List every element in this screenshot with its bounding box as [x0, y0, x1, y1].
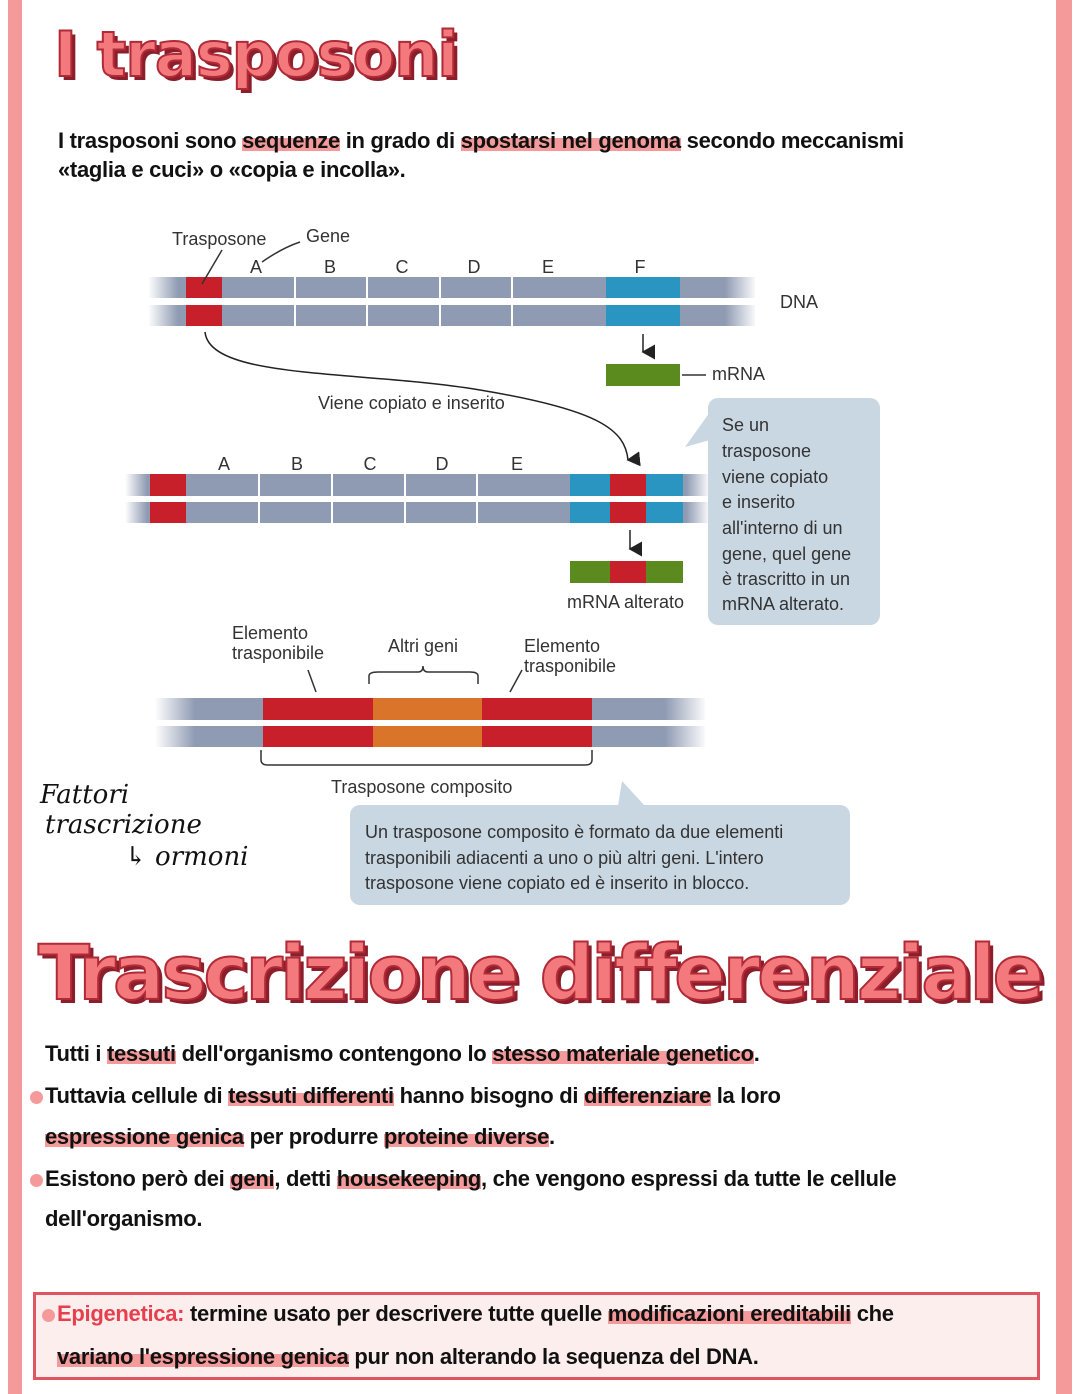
handwritten-note: ↳ ormoni	[125, 842, 249, 872]
text-line: espressione genica per produrre proteine…	[45, 1124, 555, 1150]
highlighted-text: geni	[230, 1166, 275, 1191]
label-element-left: Elemento	[232, 623, 308, 643]
svg-text:è trascritto in un: è trascritto in un	[722, 569, 850, 589]
label-composite: Trasposone composito	[331, 777, 512, 797]
section-title-trascrizione: Trascrizione differenziale	[37, 927, 1045, 1018]
svg-text:trasposone: trasposone	[722, 441, 811, 461]
dna-row-modified	[125, 472, 710, 525]
label-mrna-altered: mRNA alterato	[567, 592, 684, 612]
dna-row-original	[148, 275, 757, 328]
text-segment: in grado di	[339, 128, 461, 153]
text-segment: per produrre	[243, 1124, 384, 1149]
bullet-icon	[30, 1091, 43, 1104]
highlighted-text: housekeeping	[336, 1166, 482, 1191]
text-line: dell'organismo.	[45, 1206, 203, 1232]
text-segment: Tuttavia cellule di	[45, 1083, 229, 1108]
transposon-diagram: Trasposone Gene A B C D E F DNA mRNA Vie…	[125, 226, 880, 905]
label-gene: Gene	[306, 226, 350, 246]
label-trasposone: Trasposone	[172, 229, 266, 249]
label-copied-inserted: Viene copiato e inserito	[318, 393, 505, 413]
text-segment: hanno bisogno di	[393, 1083, 584, 1108]
highlighted-text: modificazioni ereditabili	[607, 1301, 851, 1326]
highlighted-text: differenziare	[583, 1083, 711, 1108]
text-line: Esistono però dei geni, detti housekeepi…	[45, 1166, 897, 1192]
text-line: Tuttavia cellule di tessuti differenti h…	[45, 1083, 781, 1109]
highlighted-text: tessuti differenti	[228, 1083, 394, 1108]
term-label: Epigenetica:	[57, 1301, 185, 1326]
text-segment: , che vengono espressi da tutte le cellu…	[481, 1166, 897, 1191]
text-line: Tutti i tessuti dell'organismo contengon…	[45, 1041, 760, 1067]
highlighted-text: tessuti	[106, 1041, 176, 1066]
text-segment: .	[549, 1124, 555, 1149]
svg-text:Un trasposone composito è form: Un trasposone composito è formato da due…	[365, 822, 783, 842]
gene-label: B	[324, 257, 336, 277]
text-segment: termine usato per descrivere tutte quell…	[184, 1301, 608, 1326]
dna-row-composite	[155, 696, 707, 749]
intro-line: «taglia e cuci» o «copia e incolla».	[58, 157, 406, 183]
svg-text:all'interno di un: all'interno di un	[722, 518, 843, 538]
epigenetics-line: Epigenetica: termine usato per descriver…	[57, 1301, 894, 1327]
handwritten-note: trascrizione	[45, 810, 202, 840]
gene-label: F	[635, 257, 646, 277]
highlighted-text: proteine diverse	[383, 1124, 550, 1149]
gene-label: A	[250, 257, 262, 277]
gene-label: E	[542, 257, 554, 277]
callout-composite: Un trasposone composito è formato da due…	[350, 781, 850, 905]
highlighted-text: sequenze	[242, 128, 340, 153]
svg-text:e inserito: e inserito	[722, 492, 795, 512]
text-segment: dell'organismo contengono lo	[175, 1041, 493, 1066]
svg-text:mRNA alterato.: mRNA alterato.	[722, 594, 844, 614]
svg-text:trasponibili adiacenti a uno o: trasponibili adiacenti a uno o più altri…	[365, 848, 764, 868]
text-segment: Esistono però dei	[45, 1166, 231, 1191]
label-other-genes: Altri geni	[388, 636, 458, 656]
svg-text:Se un: Se un	[722, 415, 769, 435]
page-border-right	[1056, 0, 1072, 1394]
svg-text:viene copiato: viene copiato	[722, 467, 828, 487]
gene-label: D	[436, 454, 449, 474]
handwritten-note: Fattori	[40, 780, 130, 810]
gene-label: A	[218, 454, 230, 474]
highlighted-text: espressione genica	[45, 1124, 244, 1149]
text-segment: pur non alterando la sequenza del DNA.	[348, 1344, 759, 1369]
gene-label: C	[364, 454, 377, 474]
page-border-left	[8, 0, 22, 1394]
gene-label: C	[396, 257, 409, 277]
label-element-right: Elemento	[524, 636, 600, 656]
intro-line: I trasposoni sono sequenze in grado di s…	[58, 128, 904, 154]
text-segment: secondo meccanismi	[680, 128, 904, 153]
svg-text:trasponibile: trasponibile	[232, 643, 324, 663]
text-segment: la loro	[710, 1083, 781, 1108]
insertion-arrow	[204, 331, 641, 467]
label-dna: DNA	[780, 292, 818, 312]
mrna-block	[606, 364, 680, 386]
text-segment: che	[850, 1301, 894, 1326]
text-segment: , detti	[274, 1166, 337, 1191]
text-segment: «taglia e cuci» o «copia e incolla».	[58, 157, 406, 182]
gene-label: B	[291, 454, 303, 474]
highlighted-text: variano l'espressione genica	[57, 1344, 349, 1369]
text-segment: .	[753, 1041, 760, 1066]
highlighted-text: stesso materiale genetico	[492, 1041, 754, 1066]
text-segment: dell'organismo.	[45, 1206, 203, 1231]
bullet-icon	[42, 1309, 55, 1322]
epigenetics-line: variano l'espressione genica pur non alt…	[57, 1344, 759, 1370]
gene-label: E	[511, 454, 523, 474]
callout-altered-mrna: Se un trasposone viene copiato e inserit…	[685, 398, 880, 625]
section-title-trasposoni: I trasposoni	[53, 17, 459, 92]
svg-text:trasponibile: trasponibile	[524, 656, 616, 676]
svg-text:gene, quel gene: gene, quel gene	[722, 544, 851, 564]
highlighted-text: spostarsi nel genoma	[460, 128, 681, 153]
gene-label: D	[468, 257, 481, 277]
label-mrna: mRNA	[712, 364, 765, 384]
text-segment: I trasposoni sono	[58, 128, 243, 153]
bullet-icon	[30, 1174, 43, 1187]
svg-text:trasposone viene copiato ed è: trasposone viene copiato ed è inserito i…	[365, 873, 749, 893]
text-segment: Tutti i	[45, 1041, 107, 1066]
